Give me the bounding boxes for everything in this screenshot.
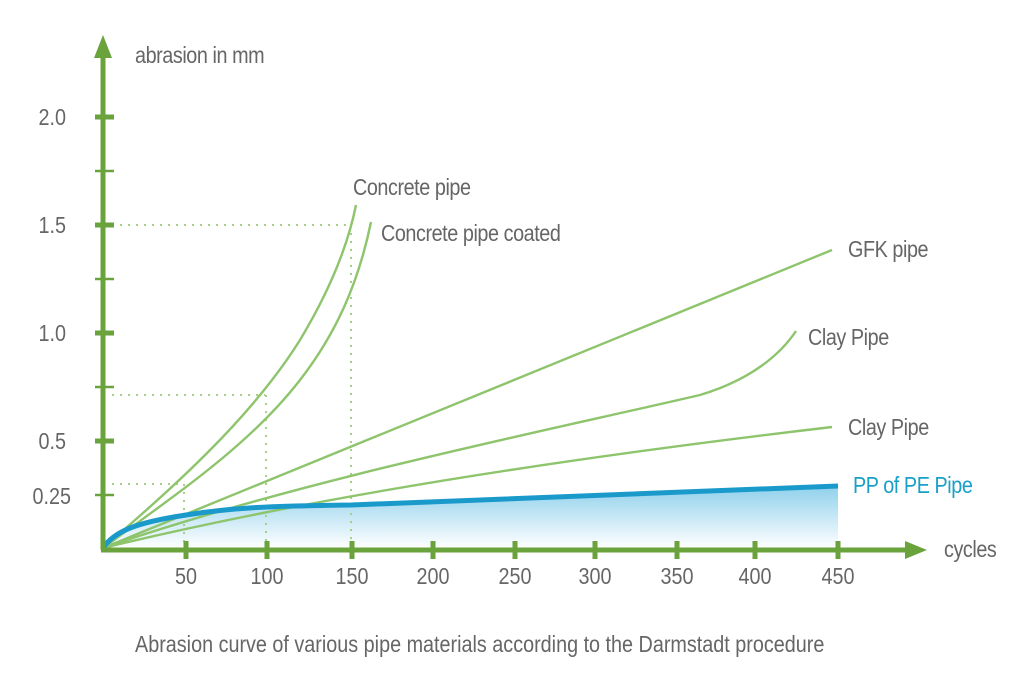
x-tick-350: 350 — [660, 563, 694, 589]
y-tick-1.0: 1.0 — [38, 320, 66, 346]
chart-caption: Abrasion curve of various pipe materials… — [135, 631, 825, 657]
y-axis-label: abrasion in mm — [135, 42, 265, 68]
label-concrete-pipe: Concrete pipe — [353, 174, 471, 200]
label-clay-pipe-upper: Clay Pipe — [808, 324, 889, 350]
clay-pipe-upper-line — [102, 330, 797, 550]
y-tick-0.25: 0.25 — [32, 483, 71, 509]
y-tick-0.5: 0.5 — [38, 428, 66, 454]
axes — [94, 35, 927, 559]
x-tick-450: 450 — [821, 563, 855, 589]
x-tick-100: 100 — [250, 563, 284, 589]
y-tick-1.5: 1.5 — [38, 212, 66, 238]
clay-pipe-lower-line — [102, 425, 833, 550]
label-gfk-pipe: GFK pipe — [848, 236, 929, 262]
x-tick-400: 400 — [738, 563, 772, 589]
material-curves — [102, 204, 833, 550]
concrete-pipe-line — [102, 204, 358, 549]
label-pp-pipe: PP of PE Pipe — [853, 472, 973, 498]
y-tick-2.0: 2.0 — [38, 104, 66, 130]
x-axis-label: cycles — [944, 536, 997, 562]
gfk-pipe-line — [102, 248, 833, 550]
label-clay-pipe-lower: Clay Pipe — [848, 414, 929, 440]
x-tick-200: 200 — [416, 563, 450, 589]
pp-area-fill — [103, 486, 838, 548]
dotted-guides — [112, 224, 352, 545]
concrete-pipe-coated-line — [102, 221, 373, 549]
x-tick-150: 150 — [335, 563, 369, 589]
x-tick-50: 50 — [174, 563, 198, 589]
x-tick-300: 300 — [578, 563, 612, 589]
pp-pipe-line — [100, 483, 839, 550]
label-concrete-pipe-coated: Concrete pipe coated — [381, 220, 561, 246]
x-tick-250: 250 — [498, 563, 532, 589]
